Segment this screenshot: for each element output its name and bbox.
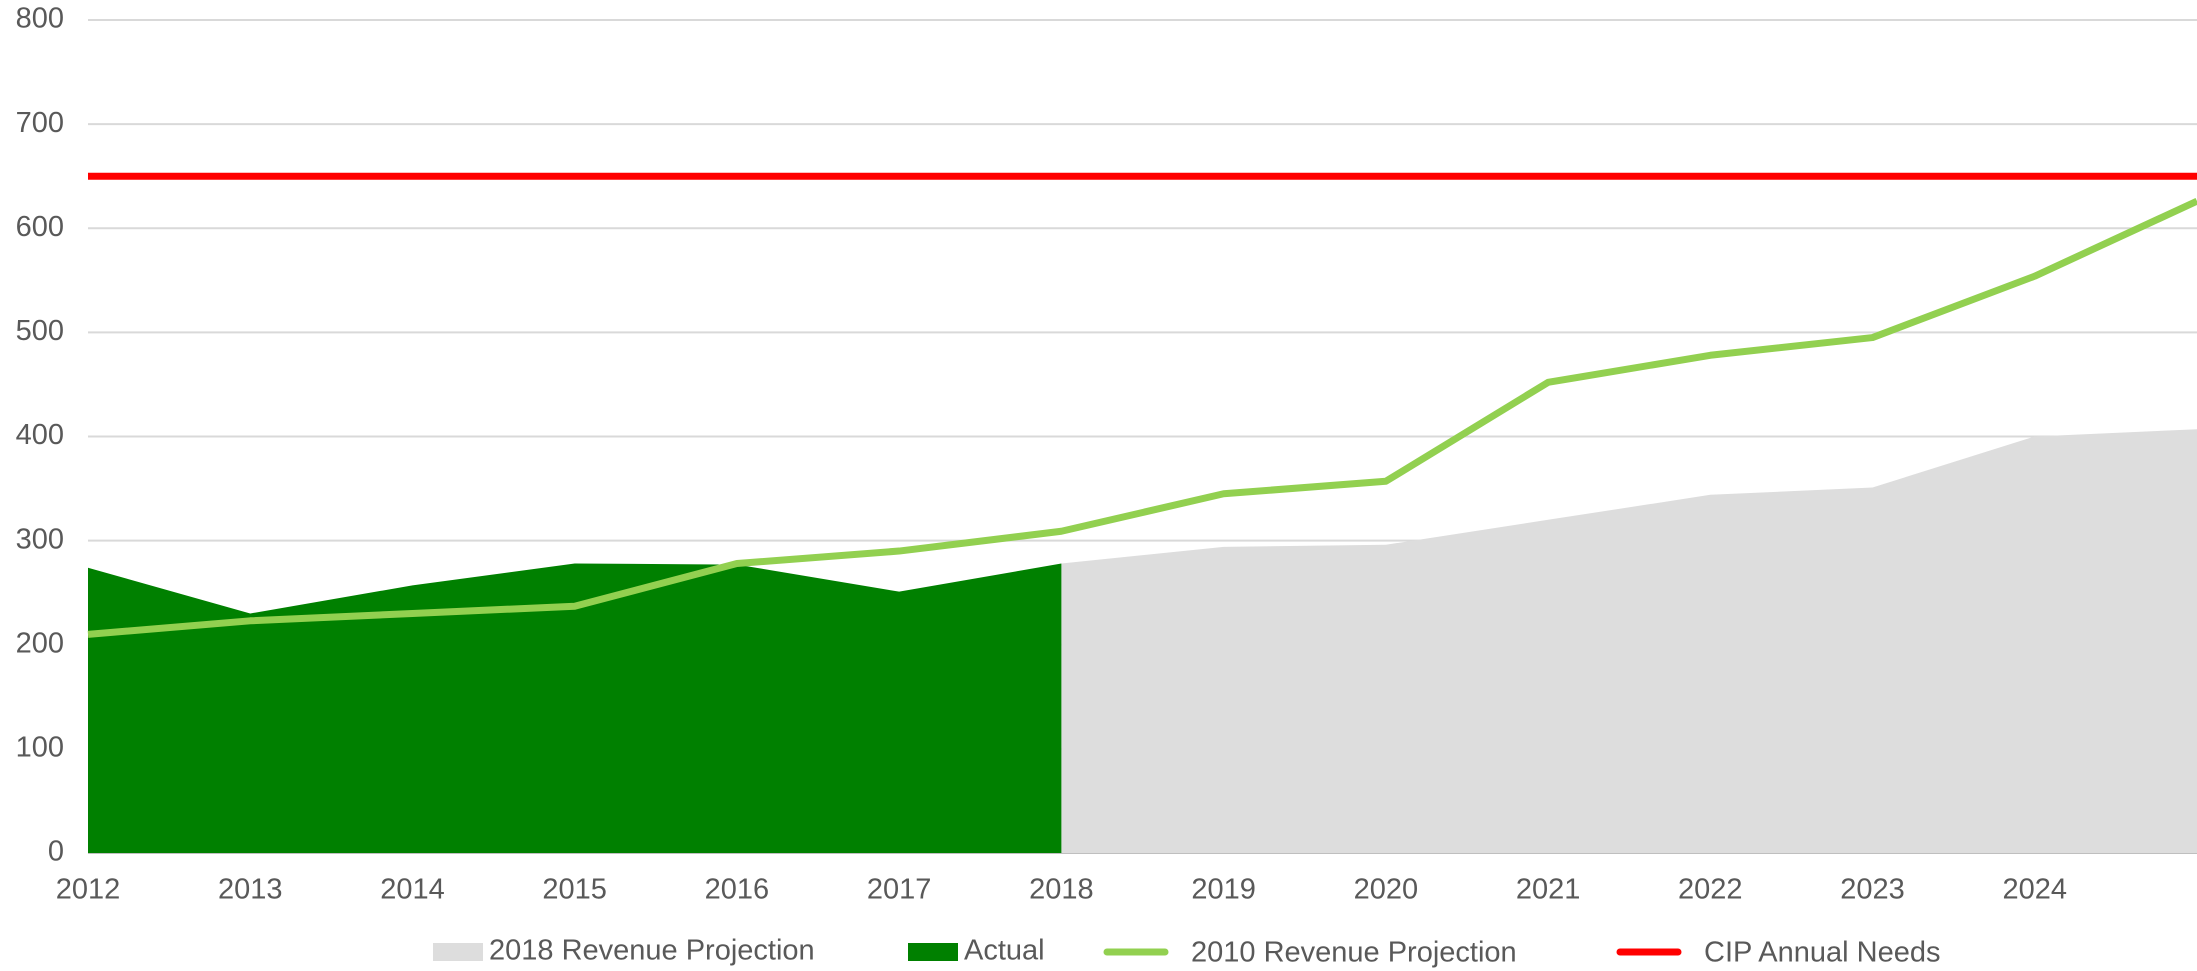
y-tick-label: 200 [16, 627, 64, 659]
x-tick-label: 2016 [705, 874, 770, 906]
x-tick-label: 2021 [1516, 874, 1581, 906]
legend-label: 2010 Revenue Projection [1191, 937, 1517, 969]
area [1061, 429, 2197, 853]
x-tick-label: 2014 [380, 874, 445, 906]
legend-label: 2018 Revenue Projection [489, 935, 815, 967]
x-tick-label: 2012 [56, 874, 121, 906]
line [87, 198, 2197, 638]
y-tick-label: 800 [16, 3, 64, 35]
area [88, 563, 1062, 853]
x-tick-label: 2022 [1678, 874, 1743, 906]
x-tick-label: 2020 [1354, 874, 1419, 906]
x-tick-label: 2017 [867, 874, 932, 906]
legend-label: Actual [964, 935, 1045, 967]
x-tick-label: 2019 [1191, 874, 1256, 906]
x-tick-label: 2024 [2003, 874, 2068, 906]
y-tick-label: 300 [16, 523, 64, 555]
y-tick-label: 500 [16, 315, 64, 347]
x-tick-label: 2018 [1029, 874, 1094, 906]
x-tick-label: 2015 [542, 874, 607, 906]
y-tick-label: 600 [16, 211, 64, 243]
legend-swatch [908, 943, 958, 961]
x-tick-label: 2013 [218, 874, 283, 906]
x-tick-label: 2023 [1840, 874, 1905, 906]
y-tick-label: 400 [16, 419, 64, 451]
legend-label: CIP Annual Needs [1704, 937, 1940, 969]
legend-swatch [433, 943, 483, 961]
y-tick-label: 0 [48, 836, 64, 868]
y-tick-label: 700 [16, 107, 64, 139]
y-tick-label: 100 [16, 732, 64, 764]
